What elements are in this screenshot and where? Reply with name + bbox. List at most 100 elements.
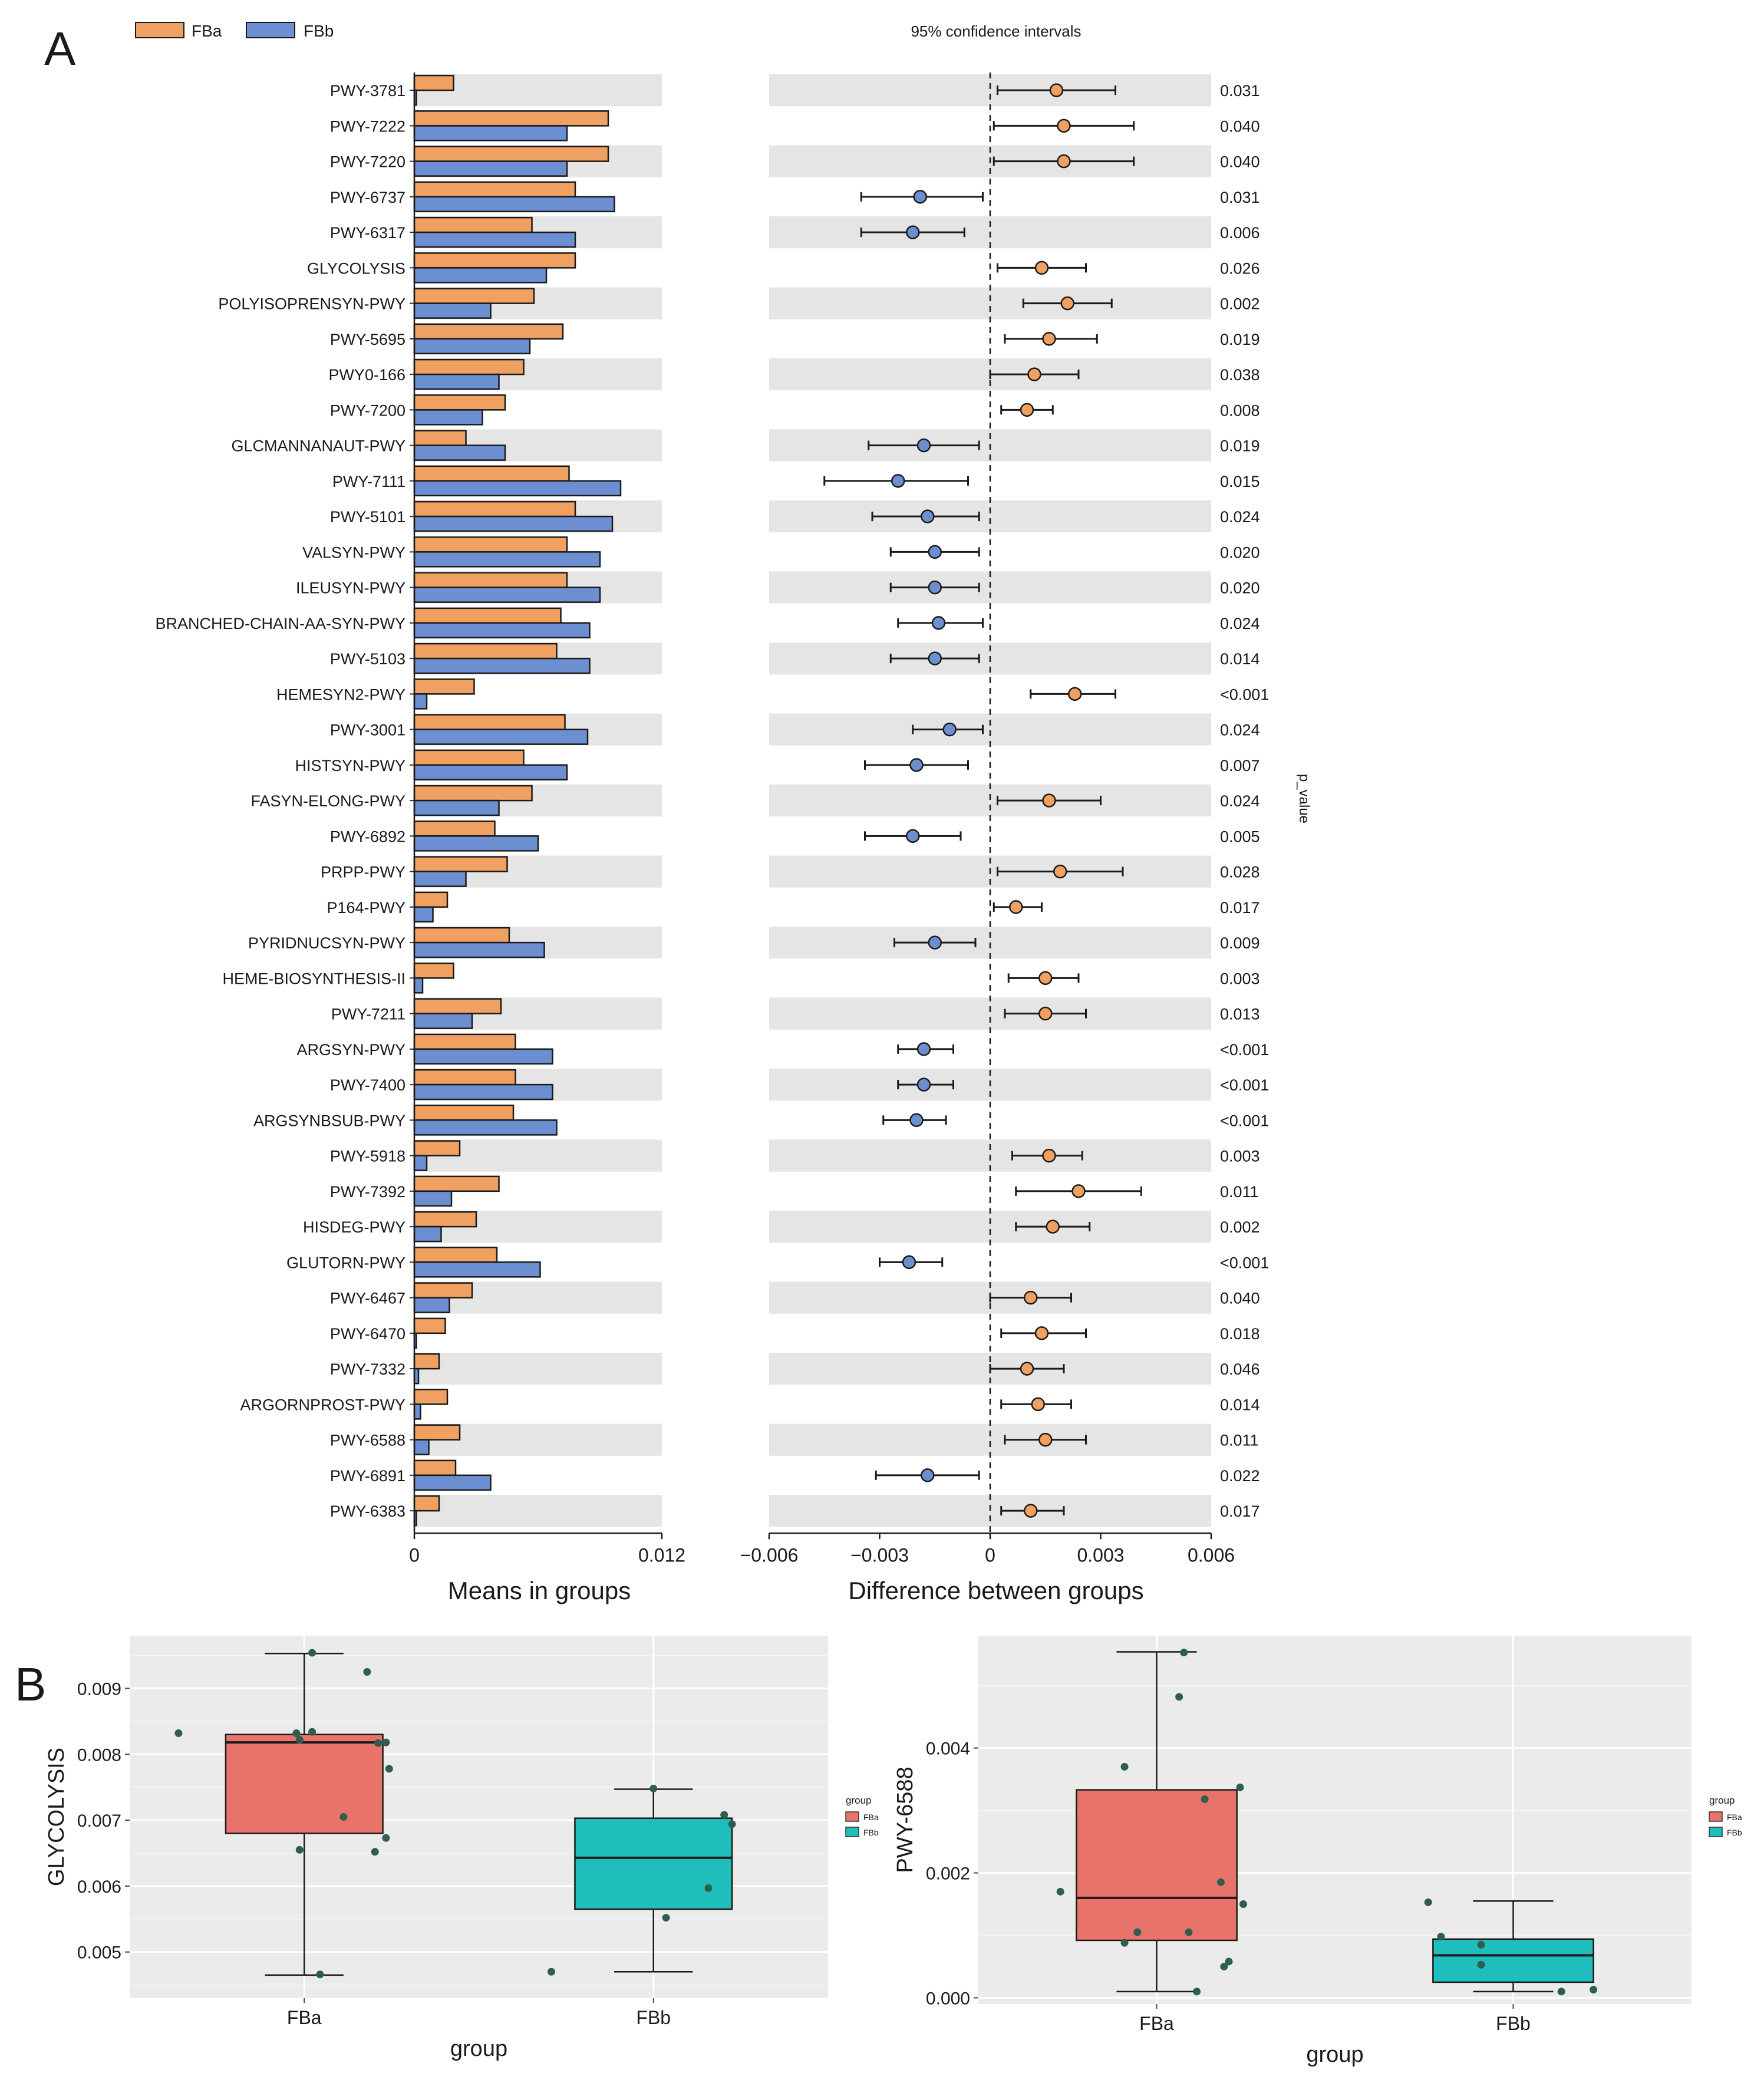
- ci-point: [1071, 1184, 1086, 1198]
- category-label: PWY-5918: [330, 1148, 405, 1165]
- bar-fbb: [413, 409, 483, 426]
- data-point: [385, 1765, 393, 1773]
- bar-fbb: [413, 1013, 473, 1029]
- ci-point: [1031, 1397, 1045, 1412]
- legend-key-fba: [1709, 1811, 1723, 1822]
- data-point: [720, 1811, 728, 1819]
- bar-fba: [413, 1140, 461, 1156]
- legend-title: group: [846, 1795, 871, 1806]
- p-value-label: 0.024: [1220, 615, 1260, 632]
- legend-label-fbb: FBb: [863, 1828, 879, 1837]
- p-value-label: 0.024: [1220, 508, 1260, 526]
- category-label: PWY-5695: [330, 331, 405, 348]
- data-point: [339, 1813, 348, 1821]
- bar-fbb: [413, 977, 424, 994]
- y-axis-title: PWY-6588: [893, 1767, 918, 1873]
- category-label: PWY-6470: [330, 1325, 405, 1343]
- data-point: [662, 1914, 670, 1922]
- category-label: HISTSYN-PWY: [295, 757, 405, 775]
- bar-fba: [413, 1495, 440, 1512]
- x-tick-label: FBa: [287, 2007, 322, 2028]
- category-label: HISDEG-PWY: [303, 1218, 405, 1236]
- data-point: [728, 1820, 736, 1828]
- data-point: [1201, 1795, 1209, 1804]
- data-point: [1180, 1649, 1188, 1657]
- p-value-label: 0.009: [1220, 934, 1260, 952]
- legend-label-fba: FBa: [1727, 1812, 1742, 1822]
- row-stripe: [414, 1353, 662, 1385]
- ci-point: [921, 1468, 935, 1482]
- y-tick-label: 0.005: [77, 1943, 121, 1963]
- box-fba: [1076, 1789, 1238, 1942]
- data-point: [1133, 1928, 1142, 1936]
- p-value-label: 0.014: [1220, 1396, 1260, 1413]
- bar-fba: [413, 1459, 457, 1477]
- bar-fba: [413, 1389, 449, 1405]
- category-label: P164-PWY: [327, 899, 405, 917]
- data-point: [1216, 1878, 1225, 1886]
- data-point: [363, 1668, 371, 1676]
- bar-fbb: [413, 764, 568, 781]
- ci-point: [1042, 332, 1056, 346]
- bar-fbb: [413, 125, 568, 141]
- x-tick-label: −0.003: [850, 1544, 909, 1566]
- bar-fba: [413, 288, 535, 304]
- p-value-label: 0.024: [1220, 792, 1260, 810]
- x-tick-label: 0.003: [1077, 1544, 1124, 1566]
- bar-fbb: [413, 1439, 430, 1455]
- bar-fbb: [413, 338, 531, 355]
- x-tick-label: 0.006: [1188, 1544, 1235, 1566]
- ci-point: [1042, 1148, 1056, 1163]
- row-stripe: [769, 1211, 1211, 1243]
- bar-fbb: [413, 1048, 553, 1065]
- bar-fbb: [413, 515, 614, 532]
- ci-point: [928, 545, 942, 559]
- bar-fba: [413, 146, 609, 162]
- legend-title: group: [1709, 1795, 1735, 1806]
- x-axis-title: group: [450, 2036, 507, 2061]
- data-point: [547, 1967, 555, 1976]
- ci-point: [1038, 1432, 1053, 1447]
- data-point: [1590, 1986, 1598, 1994]
- p-value-label: 0.026: [1220, 259, 1260, 277]
- ci-point: [906, 829, 920, 843]
- data-point: [1557, 1988, 1565, 1996]
- bar-fba: [413, 1353, 440, 1370]
- legend-label-fba: FBa: [863, 1812, 879, 1822]
- bar-fbb: [413, 1261, 541, 1278]
- data-point: [704, 1884, 713, 1892]
- p-value-label: 0.011: [1220, 1183, 1259, 1201]
- category-label: PWY-6892: [330, 828, 405, 845]
- data-point: [1193, 1988, 1201, 1996]
- data-point: [1236, 1783, 1244, 1791]
- data-point: [316, 1970, 324, 1979]
- data-point: [292, 1729, 301, 1737]
- ci-point: [931, 616, 946, 630]
- bar-fba: [413, 749, 525, 766]
- bar-fba: [413, 74, 454, 91]
- data-point: [371, 1848, 379, 1856]
- y-tick-label: 0.004: [926, 1739, 970, 1759]
- bar-fbb: [413, 551, 601, 568]
- row-stripe: [769, 1423, 1211, 1456]
- bar-fbb: [413, 906, 434, 923]
- ci-point: [902, 1255, 916, 1270]
- box-plot-glycolysis: 0.005 0.006 0.007 0.008 0.009 FBa FBb group GLYC…: [44, 1636, 879, 2061]
- legend-swatch-fbb: [246, 22, 295, 38]
- data-point: [1437, 1933, 1445, 1941]
- ci-point: [921, 509, 935, 523]
- ci-point: [1057, 118, 1071, 133]
- row-stripe: [414, 1495, 662, 1527]
- p-value-label: 0.024: [1220, 721, 1260, 739]
- p-value-label: 0.003: [1220, 1148, 1260, 1165]
- category-label: GLUTORN-PWY: [286, 1254, 405, 1271]
- ci-chart: 0.031 0.040 0.040 0.031 0.006 0.026 0.002 0.019…: [740, 72, 1269, 1566]
- category-label: FASYN-ELONG-PWY: [250, 792, 405, 810]
- category-label: VALSYN-PWY: [302, 543, 405, 561]
- ci-point: [1057, 154, 1071, 169]
- x-tick-label: 0.012: [638, 1544, 685, 1566]
- category-label: PWY-6467: [330, 1290, 405, 1307]
- category-label: PYRIDNUCSYN-PWY: [248, 934, 405, 952]
- bar-fba: [413, 856, 508, 872]
